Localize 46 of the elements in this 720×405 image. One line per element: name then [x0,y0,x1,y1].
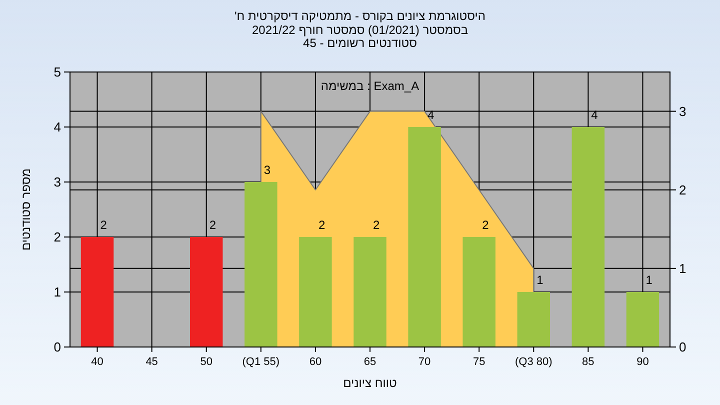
y2-tick-label: 3 [679,104,686,119]
data-label: 3 [264,163,271,177]
data-label: 2 [209,218,216,232]
y-tick-label: 4 [54,120,61,135]
bar [462,237,496,347]
data-label: 4 [591,108,598,122]
data-label: 4 [428,108,435,122]
x-tick-label: 75 [472,356,486,368]
bar [190,237,223,347]
y2-tick-label: 1 [679,260,686,276]
data-label: 2 [482,218,490,232]
y-axis-title: מספר סטודנטים [19,168,33,251]
y2-tick-label: 2 [679,182,686,198]
y-tick-label: 0 [54,340,61,355]
y-tick-label: 5 [54,64,61,80]
data-label: 1 [536,273,544,287]
bar [626,292,660,347]
annotation: במשימה : Exam_A [320,79,420,93]
bar [517,292,550,347]
x-axis-title: טווח ציונים [343,376,398,390]
x-tick-label: 90 [636,356,649,368]
x-tick-label: 70 [418,356,431,368]
bar [354,237,386,347]
x-tick-label: 60 [309,356,322,368]
bar [572,127,605,347]
x-tick-label: 45 [146,356,158,368]
y-tick-label: 2 [54,230,61,245]
x-tick-label: (Q3 80) [514,356,552,368]
bar [244,182,278,347]
chart-subtitle: בסמסטר (01/2021) סמסטר חורף 2021/22 סטודנטים רשומים - 45 [252,23,468,50]
bar [299,237,332,347]
x-tick-label: 85 [582,356,594,368]
bar [408,127,441,347]
data-label: 2 [373,218,380,232]
y-tick-label: 1 [54,284,61,300]
chart-title: היסטוגרמת ציונים בקורס - מתמטיקה דיסקרטית ח' [234,9,486,23]
x-tick-label: 65 [364,356,376,368]
y2-tick-label: 0 [679,340,686,355]
data-label: 1 [646,273,653,287]
bar [80,237,114,347]
data-label: 2 [100,218,108,232]
data-label: 2 [318,218,326,232]
y-tick-label: 3 [54,174,61,190]
x-tick-label: 40 [91,356,104,368]
x-tick-label: (Q1 55) [242,356,280,368]
x-tick-label: 50 [200,356,212,368]
